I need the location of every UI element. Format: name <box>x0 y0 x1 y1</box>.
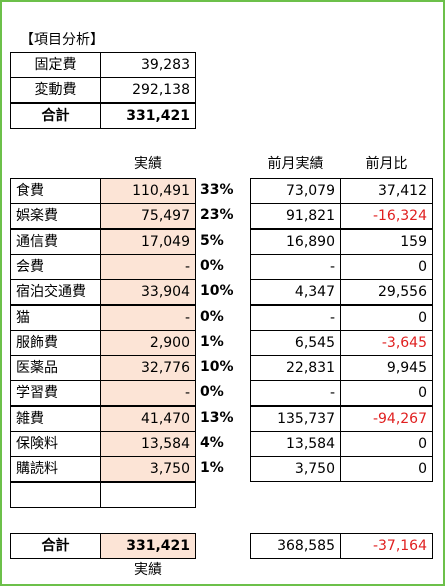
prev-cell: 3,750 <box>250 456 341 483</box>
actual-cell: 32,776 <box>100 355 196 382</box>
pct-cell: 0% <box>200 384 224 401</box>
diff-cell: 159 <box>340 228 433 255</box>
pct-cell: 10% <box>200 283 234 300</box>
actual-cell: - <box>100 253 196 280</box>
pct-cell: 4% <box>200 435 224 451</box>
label-cell: 雑費 <box>10 405 101 432</box>
pct-cell: 5% <box>200 232 224 249</box>
value-cell: 39,283 <box>100 52 196 78</box>
diff-cell: 0 <box>340 253 433 280</box>
diff-cell: -3,645 <box>340 329 433 356</box>
label-cell: 猫 <box>10 304 101 331</box>
prev-cell: 6,545 <box>250 329 341 356</box>
label-cell: 購読料 <box>10 456 101 483</box>
diff-cell: -94,267 <box>340 405 433 432</box>
title: 【項目分析】 <box>20 32 104 48</box>
actual-cell: 13,584 <box>100 431 196 457</box>
actual-cell: 331,421 <box>100 533 196 559</box>
diff-cell: 0 <box>340 380 433 407</box>
actual-cell: 33,904 <box>100 279 196 306</box>
pct-cell: 1% <box>200 460 224 477</box>
caption: 実績 <box>134 562 162 578</box>
pct-cell: 0% <box>200 257 224 274</box>
prev-cell: 22,831 <box>250 355 341 382</box>
label-cell: 宿泊交通費 <box>10 279 101 306</box>
pct-cell: 10% <box>200 359 234 376</box>
prev-cell: 16,890 <box>250 228 341 255</box>
pct-cell: 1% <box>200 333 224 350</box>
prev-cell: 368,585 <box>250 533 341 559</box>
actual-cell: 2,900 <box>100 329 196 356</box>
diff-cell: 29,556 <box>340 279 433 306</box>
value-cell: 292,138 <box>100 77 196 104</box>
label-cell: 食費 <box>10 178 101 204</box>
actual-cell: 75,497 <box>100 203 196 230</box>
pct-cell: 23% <box>200 207 234 224</box>
prev-cell: - <box>250 380 341 407</box>
label-cell: 娯楽費 <box>10 203 101 230</box>
actual-cell: 110,491 <box>100 178 196 204</box>
actual-cell: 17,049 <box>100 228 196 255</box>
prev-cell: 91,821 <box>250 203 341 230</box>
label-cell: 学習費 <box>10 380 101 407</box>
actual-cell: 3,750 <box>100 456 196 483</box>
actual-cell: 41,470 <box>100 405 196 432</box>
header: 前月比 <box>365 156 408 172</box>
label-cell: 通信費 <box>10 228 101 255</box>
label-cell: 固定費 <box>10 52 101 78</box>
diff-cell: 9,945 <box>340 355 433 382</box>
label-cell: 医薬品 <box>10 355 101 382</box>
actual-cell: - <box>100 380 196 407</box>
pct-cell: 0% <box>200 308 224 325</box>
prev-cell: 135,737 <box>250 405 341 432</box>
pct-cell: 33% <box>200 182 234 198</box>
label-cell: 合計 <box>10 533 101 559</box>
prev-cell: 13,584 <box>250 431 341 457</box>
label-cell: 合計 <box>10 102 101 129</box>
pct-cell: 13% <box>200 409 234 426</box>
prev-cell: - <box>250 304 341 331</box>
label-cell: 保険料 <box>10 431 101 457</box>
diff-cell: -16,324 <box>340 203 433 230</box>
empty-cell <box>10 481 101 508</box>
diff-cell: 37,412 <box>340 178 433 204</box>
diff-cell: 0 <box>340 304 433 331</box>
label-cell: 服飾費 <box>10 329 101 356</box>
prev-cell: 73,079 <box>250 178 341 204</box>
empty-cell <box>100 481 196 508</box>
prev-cell: - <box>250 253 341 280</box>
header: 実績 <box>134 156 162 172</box>
diff-cell: -37,164 <box>340 533 433 559</box>
value-cell: 331,421 <box>100 102 196 129</box>
diff-cell: 0 <box>340 456 433 483</box>
actual-cell: - <box>100 304 196 331</box>
label-cell: 会費 <box>10 253 101 280</box>
prev-cell: 4,347 <box>250 279 341 306</box>
diff-cell: 0 <box>340 431 433 457</box>
header: 前月実績 <box>267 156 324 172</box>
label-cell: 変動費 <box>10 77 101 104</box>
